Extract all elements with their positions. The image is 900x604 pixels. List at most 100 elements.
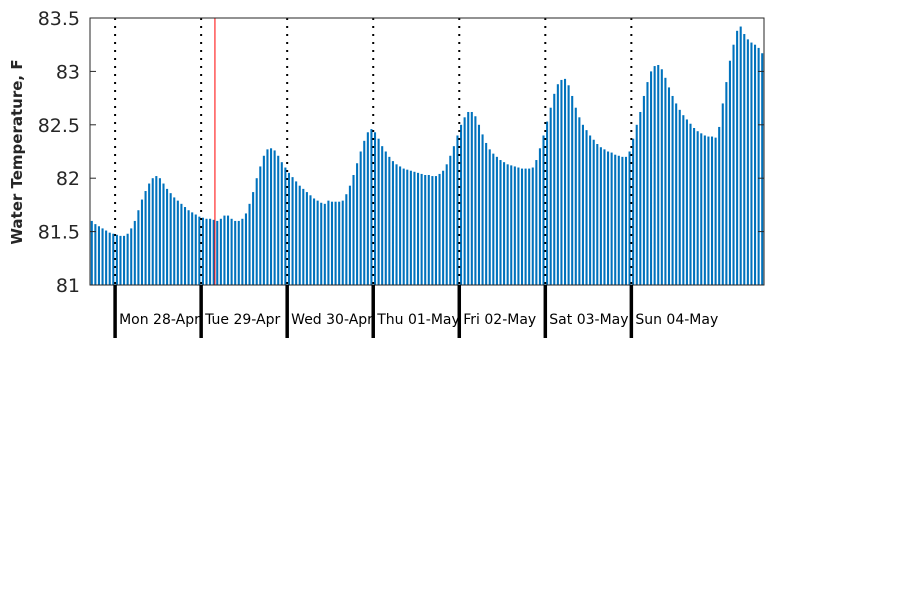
bar xyxy=(305,192,308,285)
bar xyxy=(750,42,753,286)
bar xyxy=(176,200,179,285)
bar xyxy=(133,220,136,285)
bar xyxy=(445,164,448,285)
bar xyxy=(614,154,617,285)
bar xyxy=(495,156,498,285)
bar xyxy=(140,199,144,285)
y-tick-label: 82.5 xyxy=(38,115,80,137)
day-label: Tue 29-Apr xyxy=(204,312,280,328)
bar xyxy=(427,175,430,285)
bar xyxy=(757,47,760,286)
bar xyxy=(646,82,649,285)
bar xyxy=(262,155,265,285)
bar xyxy=(732,44,735,286)
bar xyxy=(187,210,190,285)
bar xyxy=(105,230,108,285)
bar xyxy=(718,126,721,285)
bar xyxy=(610,152,613,285)
bar xyxy=(101,228,104,285)
bar xyxy=(538,148,541,285)
bar xyxy=(485,142,488,285)
bar xyxy=(108,232,111,285)
bar xyxy=(653,66,656,285)
bar xyxy=(259,166,262,285)
bar xyxy=(707,136,710,285)
bar xyxy=(528,168,531,285)
bar xyxy=(449,155,452,285)
bar xyxy=(506,164,509,285)
bar xyxy=(309,195,312,285)
bar xyxy=(513,166,516,285)
bar xyxy=(266,149,269,285)
bar xyxy=(589,135,592,285)
bar xyxy=(456,135,459,285)
day-label: Wed 30-Apr xyxy=(291,312,373,328)
bar xyxy=(180,203,183,285)
bar xyxy=(678,109,681,285)
bar xyxy=(234,220,237,285)
bar xyxy=(642,95,645,286)
bar xyxy=(373,132,377,285)
bar xyxy=(205,218,208,285)
bar xyxy=(280,162,283,285)
bar xyxy=(226,215,230,285)
bar xyxy=(302,188,305,285)
bars-layer xyxy=(90,26,764,286)
bar xyxy=(761,53,764,285)
bar xyxy=(130,228,133,285)
bar xyxy=(689,123,692,285)
bar xyxy=(503,162,506,285)
y-axis: 81 81.5 82 82.5 83 83.5 xyxy=(38,8,764,297)
bar xyxy=(330,201,334,285)
bar xyxy=(241,218,244,285)
bar xyxy=(420,173,423,285)
bar xyxy=(592,139,595,285)
bar xyxy=(287,172,291,285)
bar xyxy=(216,220,219,285)
bar xyxy=(599,147,602,285)
bar xyxy=(137,210,140,285)
bar xyxy=(252,192,255,285)
bar xyxy=(424,175,427,285)
bar xyxy=(531,167,534,285)
bar xyxy=(553,93,556,285)
bar xyxy=(578,117,581,285)
bar xyxy=(434,176,437,285)
bar xyxy=(635,124,638,285)
bar xyxy=(191,212,194,285)
bar xyxy=(624,156,628,285)
bar xyxy=(119,235,122,285)
bar xyxy=(667,87,671,285)
bar xyxy=(549,107,552,286)
plot-border xyxy=(89,17,765,286)
day-label: Fri 02-May xyxy=(463,312,536,328)
bar xyxy=(639,111,642,285)
bar xyxy=(402,168,405,285)
bar xyxy=(714,137,717,285)
bar xyxy=(151,178,154,285)
bar xyxy=(728,60,731,285)
bar xyxy=(126,233,129,285)
bar xyxy=(409,170,412,285)
bar xyxy=(574,107,577,286)
bar xyxy=(212,219,215,285)
bar xyxy=(381,146,384,285)
bar xyxy=(273,150,276,285)
bar xyxy=(542,135,545,285)
bar xyxy=(743,34,746,285)
bar xyxy=(417,172,420,285)
bar xyxy=(510,165,513,285)
bar xyxy=(169,193,172,285)
bar xyxy=(298,185,301,285)
bar xyxy=(477,124,481,285)
bar xyxy=(736,30,739,285)
bar xyxy=(158,178,161,285)
bar xyxy=(144,191,147,285)
bar xyxy=(173,197,176,285)
bar xyxy=(571,95,574,286)
bar xyxy=(338,201,341,285)
bar xyxy=(682,115,685,285)
y-tick-label: 83.5 xyxy=(38,8,80,30)
day-axis: Mon 28-Apr Tue 29-Apr Wed 30-Apr Thu 01-May… xyxy=(113,285,718,338)
